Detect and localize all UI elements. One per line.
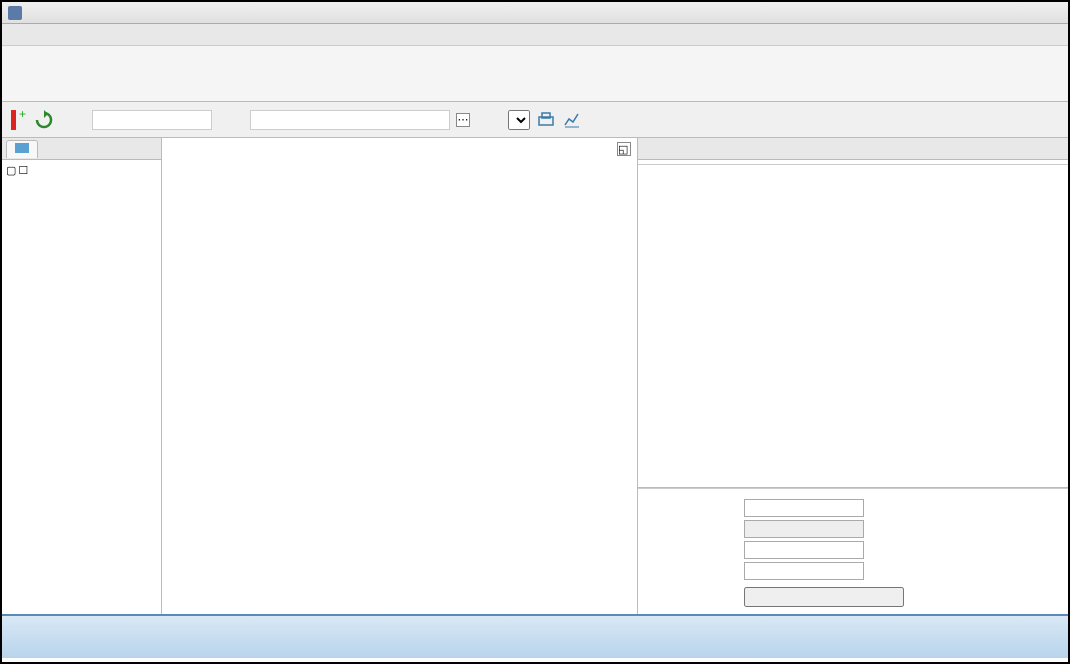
apply-button[interactable] [744, 587, 904, 607]
right-panel [638, 138, 1068, 614]
main-area: ▢☐ ◱ [2, 138, 1068, 614]
chart-expand-icon[interactable]: ◱ [617, 142, 631, 156]
config-row: + ⋯ [2, 102, 1068, 138]
le-input[interactable] [744, 562, 864, 580]
refresh-icon[interactable] [34, 107, 54, 133]
sample-plan-input[interactable] [744, 520, 864, 538]
print-icon[interactable] [536, 107, 556, 133]
results-table [638, 165, 1068, 488]
plan-value[interactable] [250, 110, 450, 130]
spec-icon[interactable]: + [8, 107, 28, 133]
sample-name-input[interactable] [744, 499, 864, 517]
app-icon [8, 6, 22, 20]
plan-browse-button[interactable]: ⋯ [456, 113, 470, 127]
model-value[interactable] [92, 110, 212, 130]
chart-title [162, 138, 637, 142]
status-bar [2, 614, 1068, 658]
tree-root[interactable]: ▢☐ [6, 164, 157, 177]
title-bar [2, 2, 1068, 24]
menu-bar [2, 24, 1068, 46]
report-select[interactable] [508, 110, 530, 130]
chart-svg [182, 158, 642, 598]
diameter-input[interactable] [744, 541, 864, 559]
tree-tab[interactable] [6, 140, 38, 158]
chart-config-icon[interactable] [562, 107, 582, 133]
svg-text:+: + [19, 108, 26, 121]
right-tabs [638, 138, 1068, 160]
sample-tree-panel: ▢☐ [2, 138, 162, 614]
sample-params [638, 488, 1068, 614]
chart-panel: ◱ [162, 138, 638, 614]
ribbon-toolbar [2, 46, 1068, 102]
